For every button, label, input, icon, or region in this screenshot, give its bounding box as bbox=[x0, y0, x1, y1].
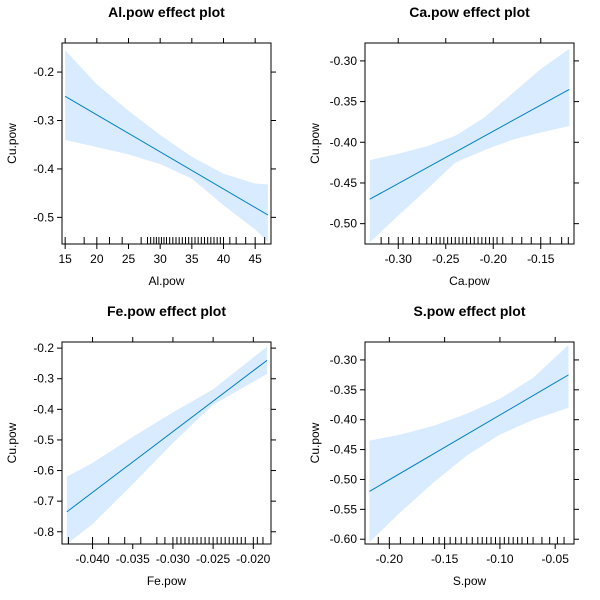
x-tick-label: -0.05 bbox=[542, 552, 570, 566]
x-tick-label: -0.10 bbox=[486, 552, 514, 566]
fit-line bbox=[369, 374, 569, 492]
effect-panel-4: -0.20 -0.15 -0.10 -0.05 -0.30 -0.35 -0.40 -0.45… bbox=[308, 303, 579, 588]
y-tick-label: -0.2 bbox=[33, 341, 54, 355]
x-tick-label: 20 bbox=[90, 252, 104, 266]
y-tick-label: -0.60 bbox=[330, 532, 358, 546]
y-tick-label: -0.40 bbox=[330, 135, 358, 149]
y-tick-label: -0.6 bbox=[33, 464, 54, 478]
x-tick-label: 30 bbox=[153, 252, 167, 266]
panel-title: Al.pow effect plot bbox=[108, 4, 225, 20]
x-tick-label: -0.30 bbox=[385, 252, 413, 266]
y-tick-label: -0.30 bbox=[330, 353, 358, 367]
fit-line bbox=[369, 88, 570, 200]
x-tick-label: 25 bbox=[122, 252, 136, 266]
x-tick-label: 45 bbox=[248, 252, 262, 266]
y-axis-label: Cu.pow bbox=[308, 422, 322, 463]
effect-panel-1: 15 20 25 30 35 40 45 -0.2 -0.3 -0.4 -0.5 Al.pow eff… bbox=[5, 4, 276, 288]
confidence-band bbox=[66, 346, 267, 544]
x-tick-label: -0.15 bbox=[527, 252, 555, 266]
panel-title: S.pow effect plot bbox=[414, 303, 526, 319]
x-axis-label: Fe.pow bbox=[147, 574, 187, 588]
y-tick-label: -0.50 bbox=[330, 472, 358, 486]
x-tick-label: 15 bbox=[58, 252, 72, 266]
x-axis-label: Ca.pow bbox=[449, 274, 490, 288]
y-axis-label: Cu.pow bbox=[5, 422, 19, 463]
y-tick-label: -0.50 bbox=[330, 217, 358, 231]
x-tick-label: -0.020 bbox=[236, 552, 270, 566]
effect-panel-2: -0.30 -0.25 -0.20 -0.15 -0.30 -0.35 -0.40 -0.45… bbox=[308, 4, 579, 288]
y-tick-label: -0.5 bbox=[33, 210, 54, 224]
confidence-band bbox=[369, 48, 570, 243]
x-tick-label: -0.035 bbox=[116, 552, 150, 566]
y-tick-label: -0.3 bbox=[33, 372, 54, 386]
x-tick-label: -0.040 bbox=[76, 552, 110, 566]
y-axis-label: Cu.pow bbox=[5, 123, 19, 164]
x-axis-label: S.pow bbox=[453, 574, 487, 588]
y-axis-label: Cu.pow bbox=[308, 123, 322, 164]
y-tick-label: -0.4 bbox=[33, 162, 54, 176]
y-tick-label: -0.55 bbox=[330, 502, 358, 516]
y-tick-label: -0.35 bbox=[330, 383, 358, 397]
y-tick-label: -0.8 bbox=[33, 525, 54, 539]
confidence-band bbox=[65, 50, 268, 242]
panel-title: Ca.pow effect plot bbox=[409, 4, 530, 20]
y-tick-label: -0.5 bbox=[33, 433, 54, 447]
x-tick-label: 40 bbox=[217, 252, 231, 266]
x-tick-label: -0.25 bbox=[432, 252, 460, 266]
x-tick-label: -0.025 bbox=[196, 552, 230, 566]
x-tick-label: -0.20 bbox=[376, 552, 404, 566]
x-tick-label: -0.030 bbox=[156, 552, 190, 566]
y-tick-label: -0.35 bbox=[330, 95, 358, 109]
effect-panel-3: -0.040 -0.035 -0.030 -0.025 -0.020 -0.2 -0.3 -0… bbox=[5, 303, 276, 588]
y-tick-label: -0.30 bbox=[330, 54, 358, 68]
y-tick-label: -0.3 bbox=[33, 113, 54, 127]
x-tick-label: -0.15 bbox=[431, 552, 459, 566]
plot-frame bbox=[364, 341, 575, 545]
y-tick-label: -0.2 bbox=[33, 65, 54, 79]
x-tick-label: 35 bbox=[185, 252, 199, 266]
y-tick-label: -0.7 bbox=[33, 494, 54, 508]
fit-line bbox=[66, 359, 268, 513]
fit-line bbox=[64, 95, 269, 216]
plot-frame bbox=[61, 341, 272, 545]
y-tick-label: -0.45 bbox=[330, 176, 358, 190]
confidence-band bbox=[369, 345, 569, 543]
panel-title: Fe.pow effect plot bbox=[107, 303, 226, 319]
plot-frame bbox=[61, 42, 272, 245]
x-tick-label: -0.20 bbox=[480, 252, 508, 266]
plot-frame bbox=[364, 42, 575, 245]
y-tick-label: -0.40 bbox=[330, 413, 358, 427]
y-tick-label: -0.45 bbox=[330, 443, 358, 457]
y-tick-label: -0.4 bbox=[33, 402, 54, 416]
x-axis-label: Al.pow bbox=[148, 274, 184, 288]
